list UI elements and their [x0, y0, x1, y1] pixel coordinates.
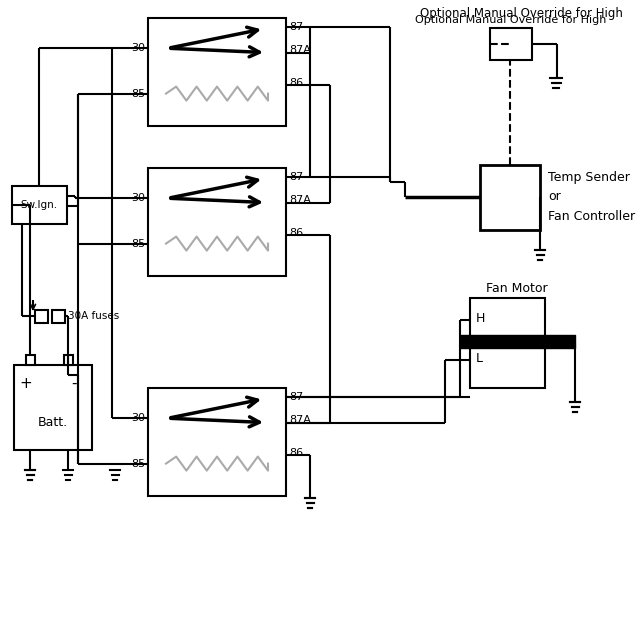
Bar	[26, 355, 35, 365]
Text: H: H	[476, 312, 485, 324]
Bar	[490, 28, 532, 60]
Text: 87A: 87A	[289, 195, 311, 205]
Text: Optional Manual Override for High: Optional Manual Override for High	[415, 15, 607, 25]
Text: 30: 30	[131, 413, 145, 423]
Text: 86: 86	[289, 448, 303, 458]
Text: 86: 86	[289, 228, 303, 238]
Text: 30: 30	[131, 44, 145, 53]
Text: 87: 87	[289, 22, 303, 31]
Bar	[14, 365, 92, 450]
Text: Batt.: Batt.	[38, 417, 68, 429]
Bar	[35, 310, 48, 323]
Text: Temp Sender: Temp Sender	[548, 170, 630, 184]
Bar	[148, 18, 286, 126]
Text: 85: 85	[131, 239, 145, 248]
Text: 30: 30	[131, 193, 145, 204]
Text: 85: 85	[131, 88, 145, 99]
Text: 87: 87	[289, 172, 303, 182]
Text: 87A: 87A	[289, 45, 311, 56]
Text: Fan Motor: Fan Motor	[486, 282, 548, 294]
Bar	[148, 388, 286, 496]
Bar	[480, 165, 540, 230]
Text: or: or	[548, 191, 561, 204]
Text: 87A: 87A	[289, 415, 311, 426]
Text: 86: 86	[289, 78, 303, 88]
Text: Optional Manual Override for High: Optional Manual Override for High	[420, 8, 623, 20]
Text: L: L	[476, 351, 483, 365]
Bar	[52, 310, 65, 323]
Text: 85: 85	[131, 459, 145, 468]
Text: Sw.Ign.: Sw.Ign.	[20, 200, 58, 210]
Bar	[64, 355, 73, 365]
Bar	[470, 298, 545, 388]
Text: 87: 87	[289, 392, 303, 402]
Text: -: -	[71, 376, 77, 390]
Text: +: +	[20, 376, 33, 390]
Text: 30A fuses: 30A fuses	[68, 311, 119, 321]
Bar	[12, 186, 67, 224]
Text: Fan Controller: Fan Controller	[548, 211, 635, 223]
Bar	[148, 168, 286, 276]
